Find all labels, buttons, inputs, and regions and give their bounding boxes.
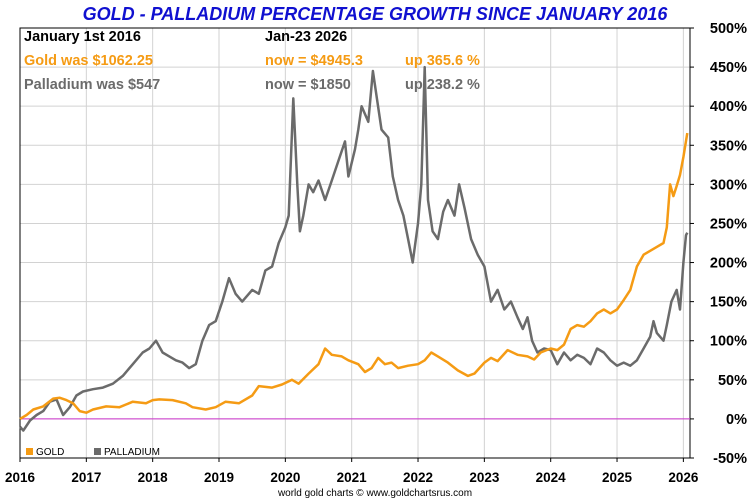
plot-frame [19,27,691,459]
y-tick-label: -50% [713,451,747,467]
x-tick-label: 2016 [5,470,36,485]
y-tick-label: 300% [710,177,747,193]
palladium-start-price: Palladium was $547 [24,77,160,93]
x-tick-label: 2018 [138,470,169,485]
legend-palladium-swatch [94,448,101,455]
gold-start-price: Gold was $1062.25 [24,53,153,69]
y-tick-label: 100% [710,334,747,350]
y-tick-label: 500% [710,21,747,37]
y-tick-label: 450% [710,60,747,76]
y-tick-label: 400% [710,99,747,115]
footer-credit: world gold charts © www.goldchartsrus.co… [277,488,472,499]
start-date-label: January 1st 2016 [24,29,141,45]
y-tick-label: 50% [718,373,747,389]
end-date-label: Jan-23 2026 [265,29,347,45]
y-tick-label: 200% [710,256,747,272]
x-tick-label: 2022 [403,470,433,485]
x-axis-ticks: 2016 2017 2018 2019 2020 2021 2022 2023 2024 2025… [5,458,699,485]
legend-palladium-label: PALLADIUM [104,447,160,458]
x-tick-label: 2023 [469,470,500,485]
gold-growth: up 365.6 % [405,53,480,69]
legend: GOLD PALLADIUM [26,447,160,458]
gold-current-price: now = $4945.3 [265,53,363,69]
y-tick-label: 0% [726,412,747,428]
palladium-growth: up 238.2 % [405,77,480,93]
series-lines [19,65,689,432]
y-axis-ticks: -50% 0% 50% 100% 150% 200% 250% 300% 350% 400% 450… [690,21,747,467]
chart-title: GOLD - PALLADIUM PERCENTAGE GROWTH SINCE… [83,4,669,24]
x-tick-label: 2024 [536,470,567,485]
legend-gold-swatch [26,448,33,455]
x-tick-label: 2019 [204,470,234,485]
x-tick-label: 2021 [337,470,368,485]
gold-series-line [19,132,689,420]
legend-gold-label: GOLD [36,447,64,458]
x-tick-label: 2026 [668,470,699,485]
x-tick-label: 2017 [71,470,101,485]
y-tick-label: 350% [710,138,747,154]
palladium-series-line [19,65,689,432]
y-tick-label: 150% [710,295,747,311]
palladium-current-price: now = $1850 [265,77,351,93]
y-tick-label: 250% [710,216,747,232]
x-tick-label: 2020 [270,470,300,485]
x-tick-label: 2025 [602,470,633,485]
